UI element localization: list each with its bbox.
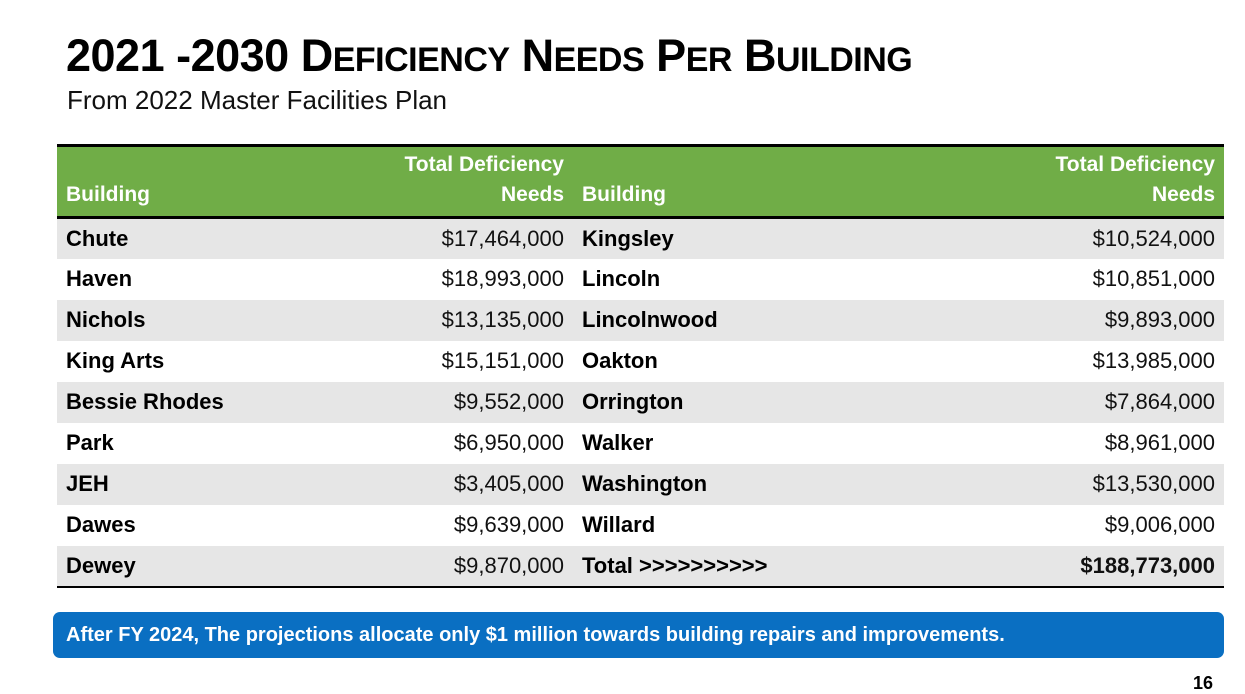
header-needs-left-line2: Needs [500, 183, 564, 206]
building-name: JEH [66, 471, 109, 496]
header-building-left: Building [57, 144, 372, 219]
needs-amount: $9,006,000 [1104, 512, 1215, 537]
needs-amount: $18,993,000 [441, 266, 564, 291]
needs-amount: $6,950,000 [453, 430, 564, 455]
header-building-right: Building [573, 144, 913, 219]
slide-title: 2021 -2030 DEFICIENCY NEEDS PER BUILDING [66, 30, 913, 81]
slide-subtitle: From 2022 Master Facilities Plan [67, 85, 448, 115]
building-name: Dawes [66, 512, 136, 537]
building-name: Willard [582, 512, 656, 537]
total-amount: $188,773,000 [913, 545, 1224, 588]
needs-amount: $10,851,000 [1092, 266, 1215, 291]
needs-amount: $8,961,000 [1104, 430, 1215, 455]
needs-amount: $9,639,000 [453, 512, 564, 537]
needs-amount: $7,864,000 [1104, 389, 1215, 414]
needs-amount: $15,151,000 [441, 348, 564, 373]
needs-amount: $9,870,000 [372, 545, 573, 588]
building-name: Walker [582, 430, 654, 455]
building-name: Park [66, 430, 114, 455]
building-name: Oakton [582, 348, 658, 373]
header-needs-right: Total Deficiency Needs [913, 144, 1224, 219]
header-needs-left-line1: Total Deficiency [404, 153, 565, 176]
table-row: Dawes $9,639,000 Willard $9,006,000 [57, 504, 1224, 546]
table-row: Bessie Rhodes $9,552,000 Orrington $7,86… [57, 381, 1224, 423]
table-row: Chute $17,464,000 Kingsley $10,524,000 [57, 217, 1224, 259]
needs-amount: $13,530,000 [1092, 471, 1215, 496]
needs-amount: $9,893,000 [1104, 307, 1215, 332]
building-name: Washington [582, 471, 708, 496]
building-name: Lincolnwood [582, 307, 718, 332]
header-needs-right-line2: Needs [1151, 183, 1215, 206]
deficiency-needs-table: Building Total Deficiency Needs Building … [57, 144, 1224, 588]
needs-amount: $3,405,000 [453, 471, 564, 496]
table-row: Nichols $13,135,000 Lincolnwood $9,893,0… [57, 299, 1224, 341]
building-name: Nichols [66, 307, 146, 332]
building-name: Haven [66, 266, 133, 291]
table-row: JEH $3,405,000 Washington $13,530,000 [57, 463, 1224, 505]
needs-amount: $17,464,000 [441, 225, 564, 251]
table-header-row: Building Total Deficiency Needs Building … [57, 144, 1224, 219]
callout-banner: After FY 2024, The projections allocate … [53, 612, 1224, 658]
table-row: King Arts $15,151,000 Oakton $13,985,000 [57, 340, 1224, 382]
table-row: Park $6,950,000 Walker $8,961,000 [57, 422, 1224, 464]
building-name: King Arts [66, 348, 165, 373]
page-number: 16 [1192, 673, 1213, 693]
building-name: Kingsley [582, 225, 674, 251]
needs-amount: $13,985,000 [1092, 348, 1215, 373]
needs-amount: $9,552,000 [453, 389, 564, 414]
header-needs-left: Total Deficiency Needs [372, 144, 573, 219]
building-name: Lincoln [582, 266, 661, 291]
needs-amount: $10,524,000 [1092, 225, 1215, 251]
header-needs-right-line1: Total Deficiency [1055, 153, 1216, 176]
table-row: Haven $18,993,000 Lincoln $10,851,000 [57, 258, 1224, 300]
building-name: Orrington [582, 389, 684, 414]
table-row-total: Dewey $9,870,000 Total >>>>>>>>>> $188,7… [57, 545, 1224, 588]
total-label: Total >>>>>>>>>> [573, 545, 913, 588]
building-name: Bessie Rhodes [66, 389, 224, 414]
building-name: Chute [66, 225, 129, 251]
building-name: Dewey [57, 545, 372, 588]
needs-amount: $13,135,000 [441, 307, 564, 332]
